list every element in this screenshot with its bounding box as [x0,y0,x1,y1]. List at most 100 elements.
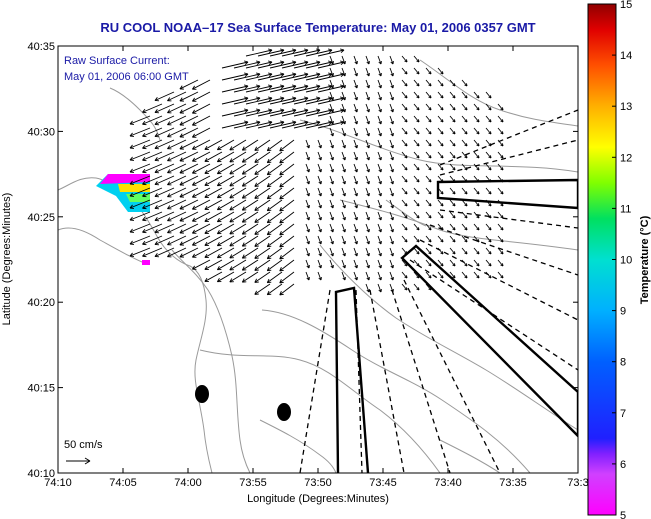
current-vector [425,103,432,111]
current-vector [341,151,346,161]
current-vector-head [442,263,444,267]
current-vector [365,271,370,281]
current-vector [221,61,249,69]
current-vector [267,271,283,284]
current-vector [485,187,492,195]
current-vector-head [179,253,183,258]
current-vector [329,127,334,137]
current-vector-head [129,228,133,233]
current-vector-head [154,253,158,257]
current-vector-head [179,241,183,246]
current-vector [401,223,408,231]
x-axis: 74:10 74:05 74:00 73:55 73:50 73:45 73:40 73:35… [44,46,589,489]
colorbar-label: Temperature (°C) [639,215,651,304]
current-vector [269,97,297,105]
current-vector [413,247,420,255]
current-vector-head [418,287,420,291]
current-vector [461,139,468,147]
current-vector-head [266,242,270,247]
current-vector [267,187,283,200]
current-vector [179,103,199,114]
current-vector [229,247,247,259]
current-vector [401,127,408,135]
current-vector [204,211,223,222]
current-vector [425,283,432,291]
current-vector [461,223,468,231]
current-vector-head [167,193,171,197]
current-vector [167,175,187,186]
current-vector-head [292,108,297,111]
current-vector [317,199,322,209]
current-vector [485,115,492,123]
current-vector [242,199,259,211]
current-vector [425,271,432,279]
current-vector [329,223,334,233]
current-vector [449,187,456,195]
current-vector [229,199,247,211]
current-vector [353,211,358,221]
current-vector-head [254,182,258,187]
current-vector [485,211,492,219]
current-vector-head [454,95,456,99]
current-vector-head [454,107,456,111]
current-vector-head [254,278,258,283]
current-vector [254,163,271,175]
current-vector [317,109,345,117]
current-vector-head [267,293,272,296]
current-vector [425,79,432,87]
current-vector [377,103,382,113]
current-vector-head [466,107,468,111]
current-vector-head [316,108,321,111]
x-tick-label: 73:40 [434,477,462,489]
current-vector [167,163,187,174]
current-vector [497,271,504,279]
current-vector-head [418,155,420,159]
current-vector [167,103,187,114]
current-vector-head [328,49,333,53]
current-vector [267,163,283,176]
current-vector [257,109,285,117]
current-vector-head [454,179,456,183]
current-vector-head [268,72,273,75]
current-vector [167,115,187,126]
current-vector-head [268,61,273,65]
current-vector-head [466,191,468,195]
current-vector [317,223,322,233]
current-vector [242,139,259,151]
current-vector [204,259,223,270]
current-vector [233,97,261,105]
current-vector [154,163,175,173]
current-vector-head [241,158,245,163]
current-vector [267,175,283,188]
current-vector-head [266,194,270,199]
current-vector [425,163,432,171]
colorbar-tick-label: 6 [620,459,626,471]
current-vector-head [254,146,258,151]
current-vector [154,187,175,197]
current-vector [365,259,370,269]
current-vector-head [267,221,272,224]
current-vector-head [254,170,258,175]
current-vector [389,199,394,209]
current-vector-head [142,132,146,137]
current-vector-head [316,120,321,123]
colorbar-tick-label: 7 [620,408,626,420]
current-vector [267,247,283,260]
current-vector-head [406,155,408,159]
current-vector [437,67,444,75]
x-axis-label: Longitude (Degrees:Minutes) [247,493,389,505]
colorbar-tick-label: 14 [620,50,632,62]
current-vector [365,283,370,293]
current-vector-head [279,159,282,164]
current-vector [341,247,346,257]
current-vector [142,223,163,233]
current-vector-head [418,131,420,135]
current-vector [293,85,321,93]
current-vector-head [280,108,285,111]
current-vector [353,127,358,137]
current-vector [242,235,259,247]
current-vector [242,211,259,223]
current-vector-head [340,49,345,53]
current-vector-head [256,85,261,89]
current-vector [461,271,468,279]
